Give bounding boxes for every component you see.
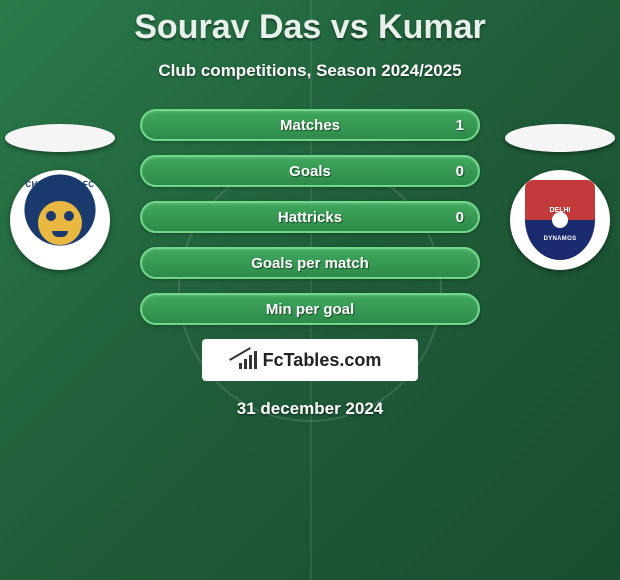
- crest-right-shield-icon: DELHI DYNAMOS: [525, 180, 595, 260]
- stat-row-goals: Goals 0: [140, 155, 480, 187]
- player-left-oval: [5, 124, 115, 152]
- player-right-oval: [505, 124, 615, 152]
- bar-chart-icon: [239, 351, 257, 369]
- stat-row-goals-per-match: Goals per match: [140, 247, 480, 279]
- stats-container: Matches 1 Goals 0 Hattricks 0 Goals per …: [140, 109, 480, 325]
- date-text: 31 december 2024: [0, 399, 620, 419]
- stat-label: Min per goal: [266, 301, 354, 318]
- crest-left-text: CHENNAIYIN FC: [25, 180, 94, 189]
- stat-right-value: 1: [456, 117, 464, 134]
- watermark-text: FcTables.com: [263, 350, 382, 371]
- player-left: CHENNAIYIN FC: [5, 124, 115, 270]
- crest-left: CHENNAIYIN FC: [10, 170, 110, 270]
- stat-label: Hattricks: [278, 209, 342, 226]
- player-right: DELHI DYNAMOS: [505, 124, 615, 270]
- stat-label: Goals per match: [251, 255, 369, 272]
- stat-label: Goals: [289, 163, 331, 180]
- stat-right-value: 0: [456, 209, 464, 226]
- subtitle: Club competitions, Season 2024/2025: [0, 61, 620, 81]
- crest-right-text1: DELHI: [550, 207, 571, 214]
- crest-left-mask-icon: [38, 201, 82, 245]
- page-title: Sourav Das vs Kumar: [0, 0, 620, 47]
- watermark: FcTables.com: [202, 339, 418, 381]
- stat-label: Matches: [280, 117, 340, 134]
- stat-row-hattricks: Hattricks 0: [140, 201, 480, 233]
- crest-right-text2: DYNAMOS: [544, 236, 577, 242]
- stat-row-min-per-goal: Min per goal: [140, 293, 480, 325]
- stat-row-matches: Matches 1: [140, 109, 480, 141]
- stat-right-value: 0: [456, 163, 464, 180]
- crest-right: DELHI DYNAMOS: [510, 170, 610, 270]
